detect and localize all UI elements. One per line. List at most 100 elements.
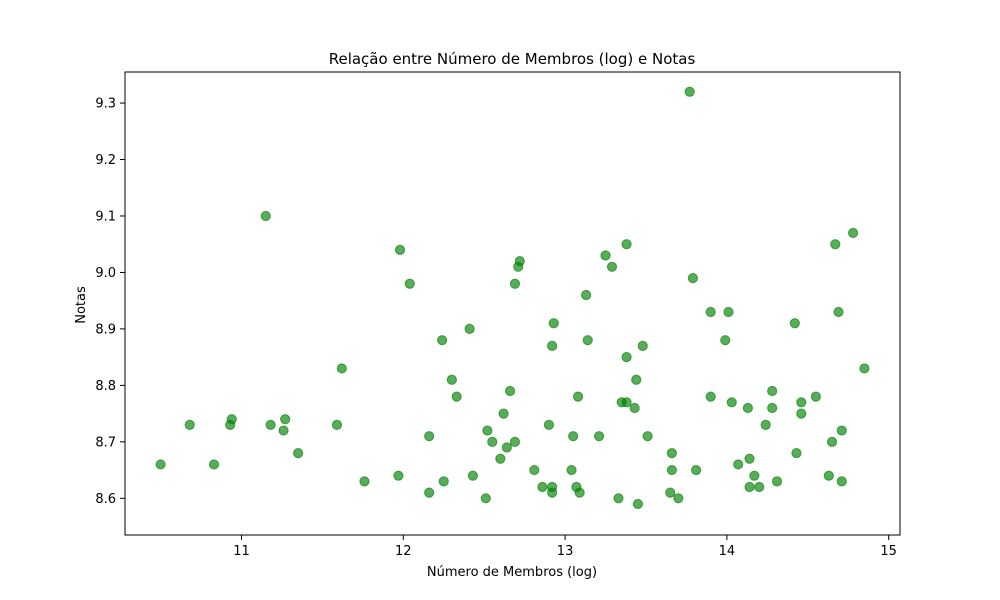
data-point — [293, 448, 304, 459]
data-point — [836, 425, 847, 436]
data-point — [684, 86, 695, 97]
data-point — [823, 470, 834, 481]
data-point — [826, 436, 838, 447]
data-point — [566, 464, 577, 476]
y-tick-label: 9.2 — [95, 153, 116, 168]
data-point — [548, 318, 559, 329]
data-point — [593, 431, 605, 442]
data-point — [336, 363, 347, 374]
data-point — [749, 470, 760, 481]
data-point — [260, 210, 271, 222]
x-tick-label: 15 — [880, 544, 897, 559]
data-point — [691, 464, 702, 476]
data-point — [754, 481, 765, 493]
data-point — [642, 431, 653, 442]
data-point — [226, 414, 237, 425]
data-point — [760, 419, 771, 430]
data-point — [464, 323, 475, 335]
y-tick-label: 8.9 — [95, 322, 116, 337]
data-point — [437, 335, 448, 346]
data-point — [859, 363, 870, 374]
data-point — [789, 318, 800, 329]
data-point — [184, 419, 195, 430]
data-point — [666, 464, 677, 476]
data-point — [331, 419, 343, 430]
data-point — [482, 425, 493, 436]
data-point — [504, 385, 516, 397]
data-point — [501, 442, 512, 453]
data-point — [796, 397, 807, 408]
data-point — [359, 476, 370, 487]
data-point — [265, 419, 276, 430]
data-point — [723, 306, 734, 318]
data-point — [572, 391, 584, 402]
data-point — [509, 278, 521, 289]
data-point — [836, 476, 847, 487]
data-point — [547, 340, 558, 351]
axis-ticks: 11 12 13 14 15 8.6 8.7 8.8 8.9 9.0 9.1 9.2 9.3 — [95, 97, 897, 559]
data-point — [155, 459, 166, 470]
data-point — [514, 256, 525, 267]
data-point — [767, 385, 778, 397]
data-point — [613, 493, 624, 504]
data-point — [600, 250, 611, 261]
y-tick-label: 8.7 — [95, 435, 116, 450]
data-point — [621, 397, 632, 408]
data-point — [606, 261, 618, 272]
data-point — [847, 227, 859, 239]
data-point — [705, 306, 716, 318]
data-point — [665, 487, 676, 498]
data-point — [424, 431, 435, 442]
data-point — [404, 278, 415, 289]
data-point — [744, 481, 755, 493]
data-point — [543, 419, 555, 430]
data-point — [480, 493, 491, 504]
data-point — [498, 408, 509, 419]
x-axis-label: Número de Membros (log) — [427, 565, 597, 580]
data-point — [705, 391, 716, 402]
data-point — [810, 391, 821, 402]
data-point — [451, 391, 462, 402]
data-point — [632, 498, 643, 510]
data-point — [547, 487, 558, 498]
data-point — [278, 425, 289, 436]
x-tick-label: 11 — [233, 544, 250, 559]
data-point — [744, 453, 755, 464]
data-point — [582, 335, 593, 346]
x-tick-label: 12 — [395, 544, 412, 559]
y-tick-label: 9.1 — [95, 209, 116, 224]
chart-title: Relação entre Número de Membros (log) e … — [329, 50, 696, 68]
data-point — [833, 306, 844, 318]
data-point — [487, 436, 498, 447]
data-point — [574, 487, 585, 498]
data-point — [509, 436, 521, 447]
data-point — [467, 470, 478, 481]
data-point — [393, 470, 404, 481]
data-point — [424, 487, 435, 498]
data-point — [438, 476, 449, 487]
data-point — [581, 289, 592, 301]
data-point — [830, 239, 841, 250]
data-point — [495, 453, 506, 464]
y-tick-label: 8.6 — [95, 492, 116, 507]
x-tick-label: 13 — [557, 544, 574, 559]
data-point — [733, 459, 744, 470]
data-point — [767, 402, 778, 414]
data-point — [742, 402, 754, 414]
data-point — [631, 374, 642, 385]
data-point — [394, 244, 406, 255]
data-point — [720, 335, 731, 346]
data-point — [621, 239, 632, 250]
data-point — [637, 340, 648, 351]
data-point — [629, 402, 640, 414]
plot-area-frame — [124, 71, 901, 536]
data-point — [726, 397, 737, 408]
data-point — [280, 414, 291, 425]
y-tick-label: 8.8 — [95, 379, 116, 394]
data-point — [621, 352, 632, 363]
data-point — [687, 272, 699, 284]
data-points — [155, 86, 870, 510]
data-point — [208, 459, 220, 470]
